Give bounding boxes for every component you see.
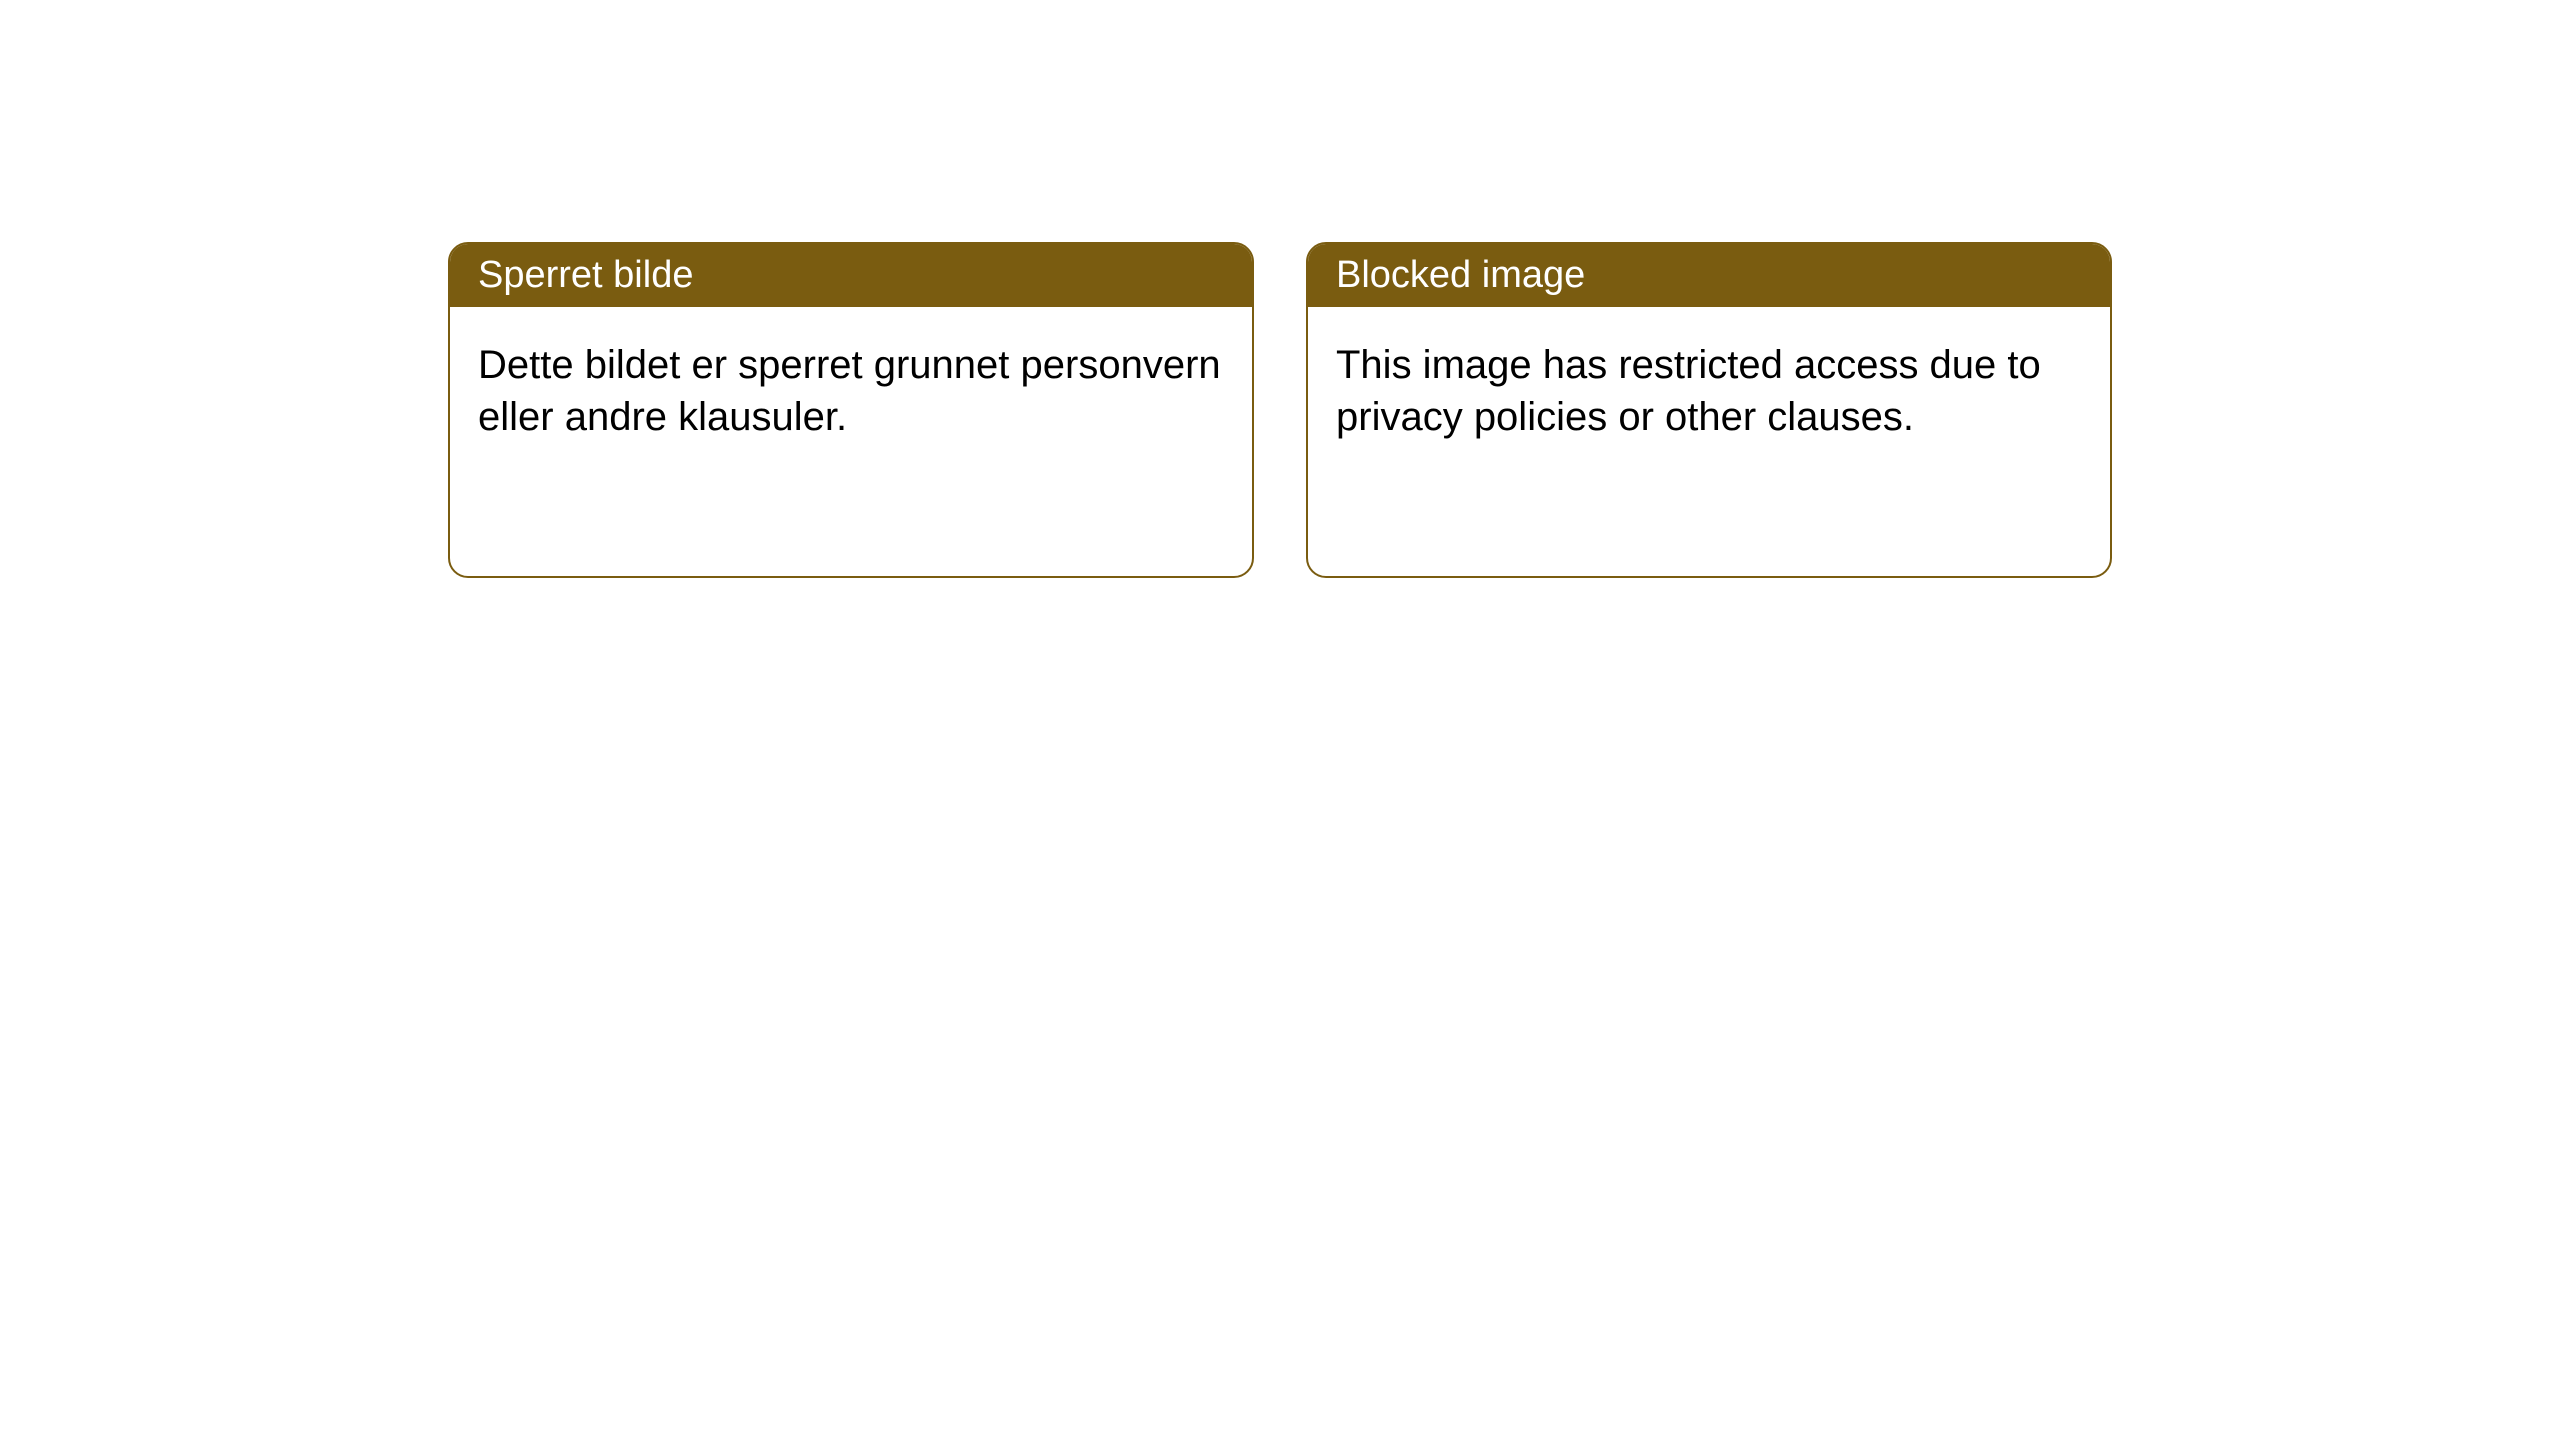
notice-message: Dette bildet er sperret grunnet personve… — [478, 343, 1221, 439]
notice-body: This image has restricted access due to … — [1308, 307, 2110, 475]
notice-message: This image has restricted access due to … — [1336, 343, 2041, 439]
notice-card-norwegian: Sperret bilde Dette bildet er sperret gr… — [448, 242, 1254, 578]
notice-header: Sperret bilde — [450, 244, 1252, 307]
notice-header: Blocked image — [1308, 244, 2110, 307]
notice-card-english: Blocked image This image has restricted … — [1306, 242, 2112, 578]
notice-body: Dette bildet er sperret grunnet personve… — [450, 307, 1252, 475]
notice-container: Sperret bilde Dette bildet er sperret gr… — [448, 242, 2112, 578]
notice-title: Sperret bilde — [478, 254, 693, 296]
notice-title: Blocked image — [1336, 254, 1585, 296]
